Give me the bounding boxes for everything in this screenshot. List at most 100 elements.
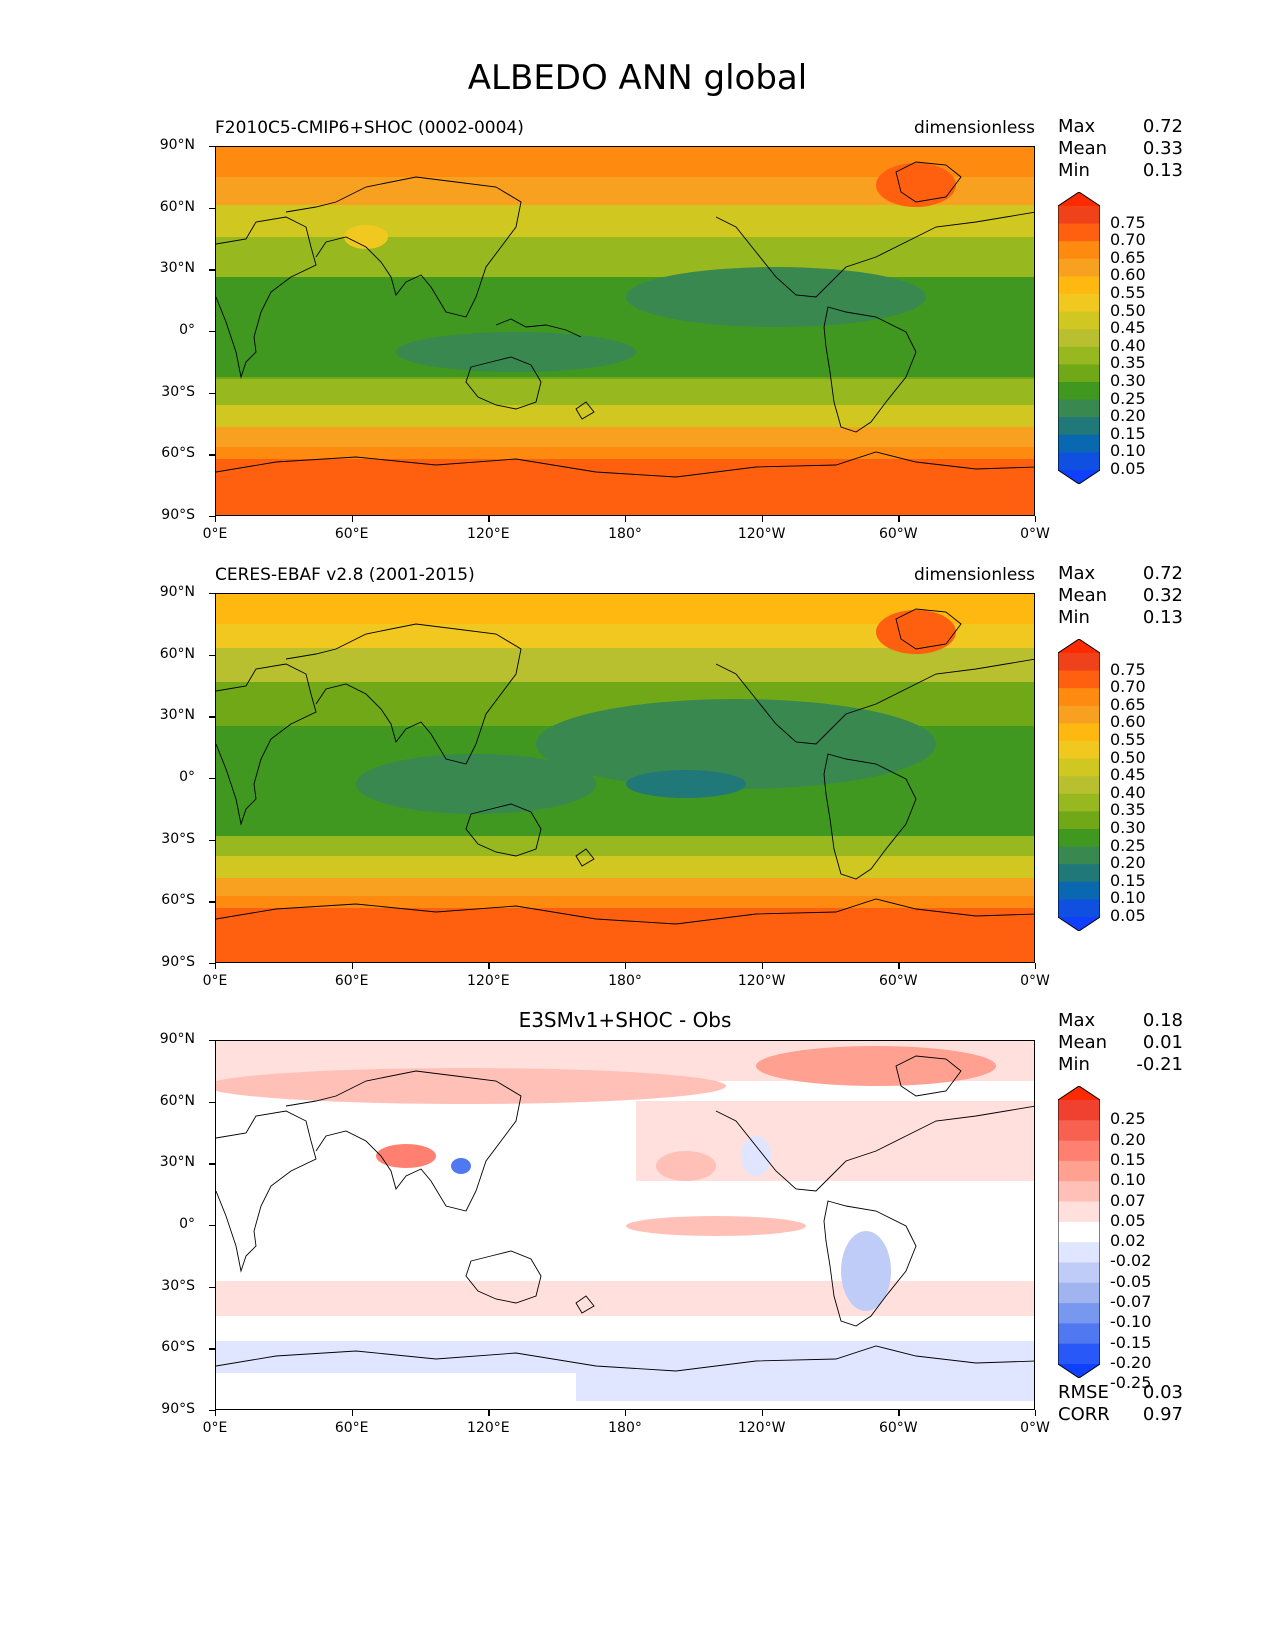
colorbar-tick-label: 0.65 — [1110, 694, 1146, 714]
stat-row-max: Max 0.72 — [1058, 563, 1183, 585]
colorbar-segment — [1058, 452, 1100, 471]
colorbar-tick-label: 0.15 — [1110, 423, 1146, 443]
colorbar-segment — [1058, 1100, 1100, 1121]
colorbar-segment — [1058, 881, 1100, 900]
colorbar-segment — [1058, 1242, 1100, 1263]
x-tick-label: 0°W — [1020, 526, 1050, 542]
colorbar-segment — [1058, 241, 1100, 260]
colorbar-extend-bottom — [1058, 917, 1100, 931]
colorbar-segment — [1058, 346, 1100, 365]
colorbar-tick-label: -0.20 — [1110, 1353, 1152, 1372]
colorbar-segment — [1058, 1140, 1100, 1162]
stat-row-mean: Mean 0.32 — [1058, 585, 1183, 607]
y-tick-mark — [209, 716, 215, 718]
y-tick-label: 0° — [179, 769, 195, 785]
colorbar-tick-label: 0.25 — [1110, 388, 1146, 408]
colorbar-segment — [1058, 1201, 1100, 1223]
colorbar-tick-label: 0.10 — [1110, 1170, 1146, 1190]
x-tick-mark — [625, 516, 627, 522]
x-tick-label: 180° — [608, 1420, 642, 1436]
y-tick-mark — [209, 901, 215, 903]
colorbar-tick-label: -0.10 — [1110, 1312, 1152, 1332]
y-tick-mark — [209, 963, 215, 965]
colorbar-tick-label: 0.70 — [1110, 230, 1146, 250]
colorbar-extend-bottom — [1058, 1364, 1100, 1378]
colorbar-tick-label: -0.15 — [1110, 1332, 1152, 1352]
x-tick-label: 120°E — [467, 973, 510, 989]
panel2-left-title: CERES-EBAF v2.8 (2001-2015) — [215, 565, 475, 585]
colorbar-tick-label: -0.02 — [1110, 1251, 1152, 1271]
x-tick-label: 120°E — [467, 1420, 510, 1436]
y-tick-label: 60°N — [159, 645, 195, 662]
y-tick-mark — [209, 1225, 215, 1227]
x-tick-label: 60°W — [878, 973, 918, 989]
x-tick-mark — [761, 1410, 763, 1416]
colorbar — [1058, 1086, 1100, 1378]
y-tick-label: 30°N — [159, 260, 195, 277]
y-tick-mark — [209, 516, 215, 518]
x-tick-mark — [898, 516, 900, 522]
colorbar-segment — [1058, 899, 1100, 918]
y-tick-label: 90°N — [159, 137, 195, 153]
stat-label: Min — [1058, 160, 1090, 181]
x-tick-label: 120°W — [737, 973, 786, 989]
stat-row-mean: Mean 0.33 — [1058, 138, 1183, 160]
stat-label: Max — [1058, 1010, 1096, 1031]
colorbar-tick-label: 0.50 — [1110, 300, 1146, 320]
y-tick-label: 90°S — [161, 507, 195, 523]
x-tick-label: 60°E — [334, 1420, 369, 1436]
colorbar-tick-label: 0.02 — [1110, 1231, 1146, 1251]
x-tick-label: 180° — [608, 973, 642, 989]
colorbar-tick-label: 0.15 — [1110, 870, 1146, 890]
stat-row-rmse: RMSE 0.03 — [1058, 1382, 1183, 1404]
colorbar-extend-top — [1058, 1086, 1100, 1100]
colorbar-segment — [1058, 670, 1100, 689]
colorbar-segment — [1058, 1120, 1100, 1142]
colorbar-segment — [1058, 1282, 1100, 1304]
colorbar-segment — [1058, 811, 1100, 830]
colorbar-tick-label: 0.20 — [1110, 1129, 1146, 1149]
stat-label: Min — [1058, 1054, 1090, 1075]
stat-label: Mean — [1058, 138, 1108, 159]
colorbar-segment — [1058, 758, 1100, 777]
stat-label: Mean — [1058, 585, 1108, 606]
colorbar-tick-label: 0.60 — [1110, 712, 1146, 732]
stat-value: 0.72 — [1142, 563, 1183, 584]
x-tick-label: 0°E — [202, 526, 228, 542]
colorbar-tick-label: 0.20 — [1110, 406, 1146, 426]
x-tick-mark — [351, 516, 353, 522]
y-tick-label: 30°N — [159, 1154, 195, 1171]
stat-label: RMSE — [1058, 1382, 1109, 1403]
y-tick-label: 90°S — [161, 1401, 195, 1417]
y-tick-label: 90°N — [159, 1031, 195, 1047]
x-tick-label: 60°E — [334, 526, 369, 542]
colorbar-segment — [1058, 294, 1100, 313]
y-tick-label: 30°S — [161, 383, 195, 400]
panel1-left-title: F2010C5-CMIP6+SHOC (0002-0004) — [215, 118, 524, 138]
colorbar-tick-label: -0.25 — [1110, 1373, 1152, 1393]
panel2-units: dimensionless — [914, 565, 1035, 585]
panel1-map — [215, 146, 1035, 516]
x-tick-mark — [1035, 1410, 1037, 1416]
stat-label: CORR — [1058, 1404, 1110, 1425]
x-tick-mark — [215, 516, 217, 522]
x-tick-mark — [625, 1410, 627, 1416]
stat-row-min: Min -0.21 — [1058, 1054, 1183, 1076]
colorbar-segment — [1058, 382, 1100, 401]
x-tick-mark — [215, 1410, 217, 1416]
stat-value: 0.72 — [1142, 116, 1183, 137]
x-tick-mark — [488, 963, 490, 969]
colorbar-tick-label: 0.30 — [1110, 818, 1146, 837]
colorbar-tick-label: 0.10 — [1110, 888, 1146, 908]
colorbar-tick-label: 0.75 — [1110, 212, 1146, 232]
panel3-map — [215, 1040, 1035, 1410]
y-tick-label: 60°S — [161, 445, 195, 462]
colorbar-tick-label: 0.05 — [1110, 906, 1146, 925]
stat-value: 0.13 — [1142, 607, 1183, 628]
colorbar-extend-top — [1058, 639, 1100, 653]
colorbar-tick-label: 0.40 — [1110, 782, 1146, 802]
x-tick-label: 120°W — [737, 526, 786, 542]
colorbar-tick-label: 0.50 — [1110, 747, 1146, 767]
colorbar-tick-label: 0.35 — [1110, 800, 1146, 820]
y-tick-mark — [209, 392, 215, 394]
